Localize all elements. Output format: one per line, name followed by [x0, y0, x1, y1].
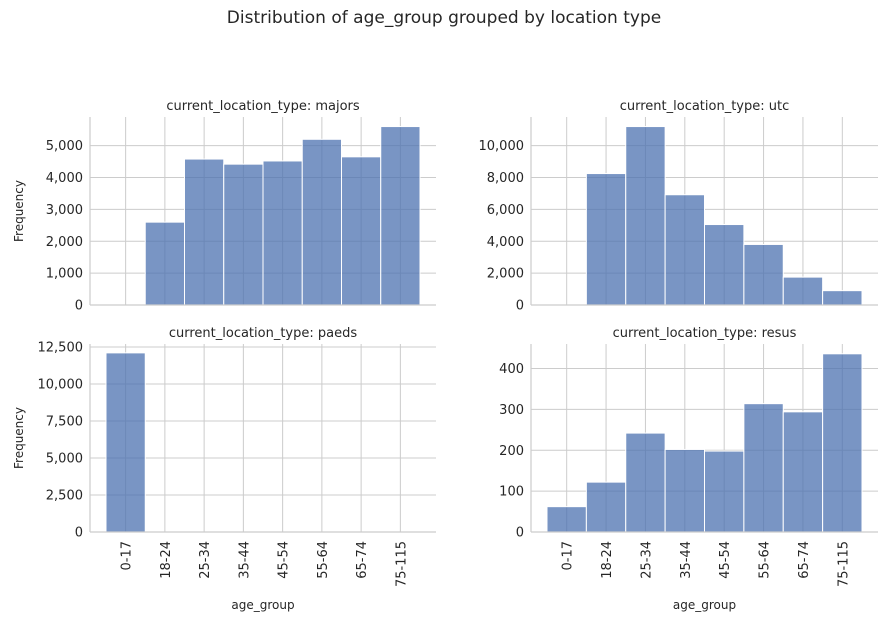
bar-majors-75-115 — [380, 126, 421, 306]
bar-resus-18-24 — [585, 481, 627, 533]
facet-majors: 0 1,000 2,000 3,000 4,000 5,000 current_locati… — [12, 99, 436, 314]
y-tick-label: 3,000 — [46, 203, 83, 218]
x-tick-label: 25-34 — [639, 541, 654, 579]
facet-title: current_location_type: resus — [613, 326, 797, 341]
x-tick-label: 75-115 — [836, 541, 851, 587]
y-tick-label: 12,500 — [38, 340, 84, 355]
bar-resus-35-44 — [664, 448, 705, 533]
y-tick-label: 0 — [75, 299, 83, 314]
bar-utc-25-34 — [625, 126, 666, 306]
facet-title: current_location_type: utc — [620, 99, 790, 114]
bar-majors-35-44 — [223, 163, 264, 306]
bar-utc-35-44 — [664, 194, 705, 306]
y-tick-label: 2,500 — [46, 488, 83, 503]
y-tick-label: 300 — [499, 403, 524, 418]
facet-utc: 0 2,000 4,000 6,000 8,000 10,000 current_locat… — [479, 99, 878, 314]
facet-paeds: 0 2,500 5,000 7,500 10,000 12,500 current_loca… — [12, 326, 436, 612]
bar-utc-45-54 — [704, 224, 745, 306]
y-tick-label: 400 — [499, 362, 524, 377]
y-tick-label: 0 — [75, 526, 83, 541]
y-tick-label: 10,000 — [38, 377, 84, 392]
y-axis-label: Frequency — [12, 180, 26, 242]
x-axis-label: age_group — [673, 598, 736, 612]
y-tick-label: 100 — [499, 485, 524, 500]
facet-grid: 0 1,000 2,000 3,000 4,000 5,000 current_locati… — [12, 99, 878, 612]
bar-majors-65-74 — [341, 156, 382, 306]
x-tick-label: 45-54 — [718, 541, 733, 579]
bar-resus-55-64 — [743, 403, 784, 533]
y-tick-label: 0 — [516, 526, 524, 541]
y-tick-label: 4,000 — [487, 235, 524, 250]
bar-majors-18-24 — [144, 221, 185, 306]
y-axis-label: Frequency — [12, 407, 26, 469]
x-tick-label: 75-115 — [394, 541, 409, 587]
facet-title: current_location_type: paeds — [169, 326, 357, 341]
x-tick-label: 45-54 — [277, 541, 292, 579]
x-tick-label: 25-34 — [198, 541, 213, 579]
x-tick-label: 35-44 — [237, 541, 252, 579]
bar-majors-55-64 — [301, 138, 342, 306]
bar-utc-18-24 — [585, 173, 627, 306]
x-tick-label: 18-24 — [600, 541, 615, 579]
x-tick-label: 35-44 — [679, 541, 694, 579]
bar-majors-45-54 — [262, 160, 303, 306]
x-tick-label: 0-17 — [561, 541, 576, 571]
y-tick-label: 5,000 — [46, 139, 83, 154]
bar-utc-65-74 — [782, 276, 824, 306]
bar-resus-75-115 — [822, 353, 863, 533]
bar-utc-75-115 — [822, 290, 863, 306]
chart-title: Distribution of age_group grouped by loc… — [227, 8, 661, 28]
x-tick-label: 65-74 — [797, 541, 812, 579]
y-tick-label: 7,500 — [46, 414, 83, 429]
y-tick-label: 2,000 — [487, 267, 524, 282]
bar-resus-0-17 — [546, 506, 587, 533]
x-tick-label: 0-17 — [120, 541, 135, 571]
bar-majors-25-34 — [184, 158, 225, 306]
y-tick-label: 0 — [516, 299, 524, 314]
y-tick-label: 200 — [499, 444, 524, 459]
x-tick-label: 55-64 — [316, 541, 331, 579]
bar-resus-65-74 — [782, 411, 824, 533]
x-tick-label: 18-24 — [159, 541, 174, 579]
y-tick-label: 6,000 — [487, 203, 524, 218]
y-tick-label: 10,000 — [479, 139, 525, 154]
y-tick-label: 2,000 — [46, 235, 83, 250]
bar-utc-55-64 — [743, 243, 784, 306]
facet-resus: 0 100 200 300 400 current_location_type: resu… — [499, 326, 878, 612]
x-axis-label: age_group — [231, 598, 294, 612]
x-tick-label: 55-64 — [758, 541, 773, 579]
y-tick-label: 1,000 — [46, 267, 83, 282]
x-tick-label: 65-74 — [355, 541, 370, 579]
bar-resus-45-54 — [704, 450, 745, 533]
bar-paeds-0-17 — [105, 352, 146, 533]
y-tick-label: 4,000 — [46, 171, 83, 186]
y-tick-label: 8,000 — [487, 171, 524, 186]
facet-title: current_location_type: majors — [166, 99, 360, 114]
y-tick-label: 5,000 — [46, 451, 83, 466]
bar-resus-25-34 — [625, 432, 666, 533]
